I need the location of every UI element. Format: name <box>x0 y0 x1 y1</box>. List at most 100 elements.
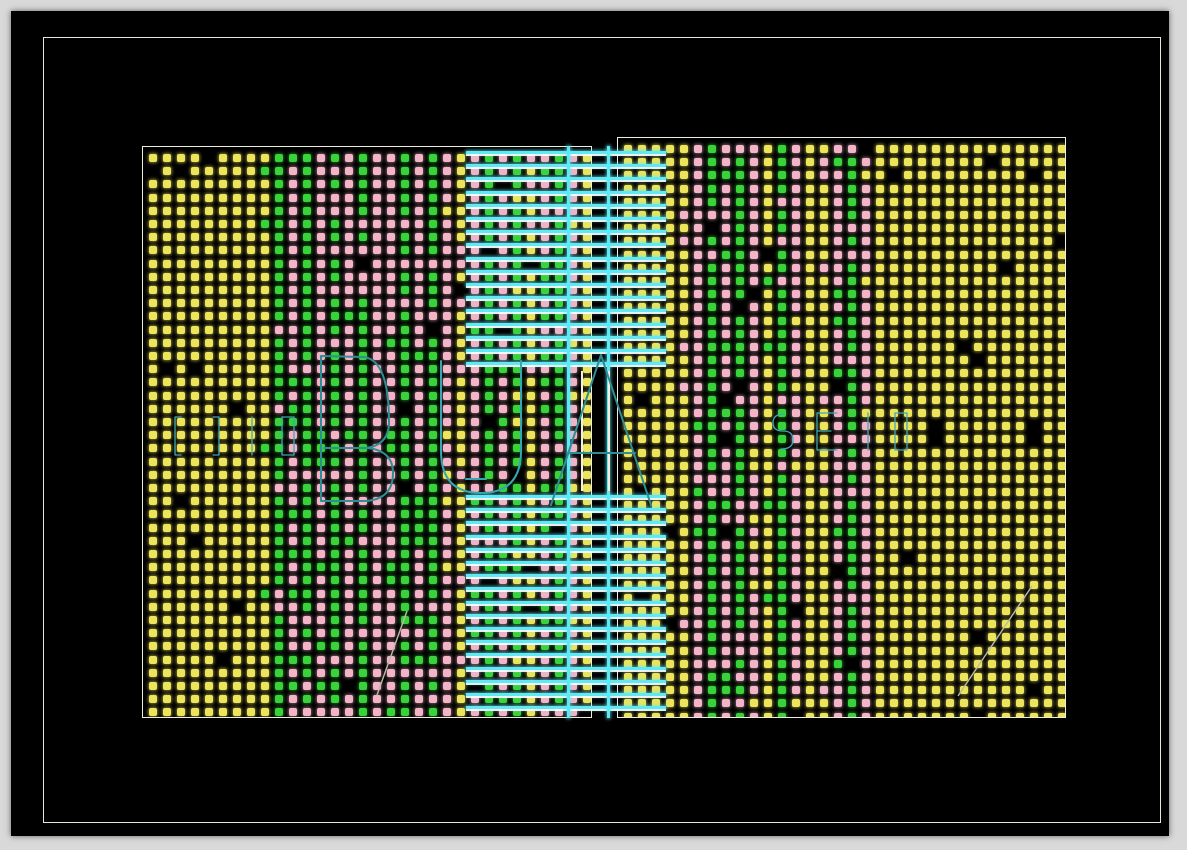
bga-ball[interactable] <box>806 620 814 629</box>
bga-ball[interactable] <box>1002 145 1010 153</box>
bga-ball[interactable] <box>904 607 912 615</box>
bga-ball[interactable] <box>904 356 912 365</box>
bga-ball[interactable] <box>890 197 898 206</box>
bga-ball[interactable] <box>359 286 367 294</box>
bga-ball[interactable] <box>652 620 660 629</box>
bga-ball[interactable] <box>191 457 199 466</box>
bga-ball[interactable] <box>890 699 898 708</box>
bga-ball[interactable] <box>834 171 842 180</box>
bga-ball[interactable] <box>527 576 535 585</box>
bga-ball[interactable] <box>1030 541 1038 549</box>
bga-ball[interactable] <box>233 167 241 176</box>
bga-ball[interactable] <box>638 633 646 642</box>
bga-ball[interactable] <box>541 576 549 585</box>
bga-ball[interactable] <box>834 620 842 629</box>
bga-ball[interactable] <box>387 259 395 268</box>
bga-ball[interactable] <box>652 356 660 365</box>
bga-ball[interactable] <box>694 554 702 563</box>
bga-ball[interactable] <box>415 616 423 624</box>
bga-ball[interactable] <box>876 646 884 655</box>
bga-ball[interactable] <box>1058 633 1065 642</box>
bga-ball[interactable] <box>247 444 255 453</box>
bga-ball[interactable] <box>694 593 702 602</box>
bga-ball[interactable] <box>569 444 577 453</box>
bga-ball[interactable] <box>177 286 185 294</box>
bga-ball[interactable] <box>471 154 479 162</box>
bga-ball[interactable] <box>1044 277 1052 285</box>
bga-ball[interactable] <box>708 673 716 681</box>
bga-ball[interactable] <box>1058 580 1065 589</box>
bga-ball[interactable] <box>163 312 171 321</box>
bga-ball[interactable] <box>722 607 730 615</box>
bga-ball[interactable] <box>415 193 423 202</box>
bga-ball[interactable] <box>149 616 157 624</box>
bga-ball[interactable] <box>373 470 381 479</box>
bga-ball[interactable] <box>960 501 968 510</box>
bga-ball[interactable] <box>974 369 982 378</box>
bga-ball[interactable] <box>373 510 381 519</box>
bga-ball[interactable] <box>806 686 814 695</box>
bga-ball[interactable] <box>331 510 339 519</box>
bga-ball[interactable] <box>275 655 283 664</box>
bga-ball[interactable] <box>345 325 353 334</box>
bga-ball[interactable] <box>904 461 912 470</box>
bga-ball[interactable] <box>862 567 870 576</box>
bga-ball[interactable] <box>862 541 870 549</box>
bga-ball[interactable] <box>666 316 674 325</box>
bga-ball[interactable] <box>764 290 772 299</box>
bga-ball[interactable] <box>792 475 800 483</box>
bga-ball[interactable] <box>345 352 353 360</box>
bga-ball[interactable] <box>471 286 479 294</box>
bga-ball[interactable] <box>932 620 940 629</box>
bga-ball[interactable] <box>527 246 535 255</box>
bga-ball[interactable] <box>233 193 241 202</box>
bga-ball[interactable] <box>820 488 828 497</box>
bga-ball[interactable] <box>569 629 577 638</box>
bga-ball[interactable] <box>918 593 926 602</box>
bga-ball[interactable] <box>191 431 199 440</box>
bga-ball[interactable] <box>750 422 758 431</box>
bga-ball[interactable] <box>960 290 968 299</box>
bga-ball[interactable] <box>918 435 926 444</box>
bga-ball[interactable] <box>289 404 297 413</box>
bga-ball[interactable] <box>708 409 716 417</box>
bga-ball[interactable] <box>736 435 744 444</box>
bga-ball[interactable] <box>792 211 800 219</box>
bga-ball[interactable] <box>163 616 171 624</box>
bga-ball[interactable] <box>708 475 716 483</box>
bga-ball[interactable] <box>876 607 884 615</box>
bga-ball[interactable] <box>806 329 814 338</box>
bga-ball[interactable] <box>638 343 646 351</box>
bga-ball[interactable] <box>429 180 437 189</box>
bga-ball[interactable] <box>1016 303 1024 312</box>
bga-ball[interactable] <box>666 461 674 470</box>
bga-ball[interactable] <box>932 303 940 312</box>
bga-ball[interactable] <box>820 211 828 219</box>
bga-ball[interactable] <box>1044 158 1052 167</box>
bga-ball[interactable] <box>680 501 688 510</box>
bga-ball[interactable] <box>401 444 409 453</box>
bga-ball[interactable] <box>1058 712 1065 717</box>
bga-ball[interactable] <box>1044 369 1052 378</box>
bga-ball[interactable] <box>177 629 185 638</box>
bga-ball[interactable] <box>471 523 479 532</box>
bga-ball[interactable] <box>443 272 451 281</box>
bga-ball[interactable] <box>960 382 968 391</box>
bga-ball[interactable] <box>750 369 758 378</box>
bga-ball[interactable] <box>960 329 968 338</box>
bga-ball[interactable] <box>471 655 479 664</box>
bga-ball[interactable] <box>792 145 800 153</box>
bga-ball[interactable] <box>918 211 926 219</box>
bga-ball[interactable] <box>694 329 702 338</box>
bga-ball[interactable] <box>1030 184 1038 193</box>
bga-ball[interactable] <box>219 550 227 558</box>
bga-ball[interactable] <box>708 184 716 193</box>
bga-ball[interactable] <box>177 695 185 704</box>
bga-ball[interactable] <box>387 484 395 492</box>
bga-ball[interactable] <box>149 444 157 453</box>
bga-ball[interactable] <box>373 286 381 294</box>
bga-ball[interactable] <box>1002 184 1010 193</box>
bga-ball[interactable] <box>499 602 507 611</box>
bga-ball[interactable] <box>317 206 325 215</box>
bga-ball[interactable] <box>946 633 954 642</box>
